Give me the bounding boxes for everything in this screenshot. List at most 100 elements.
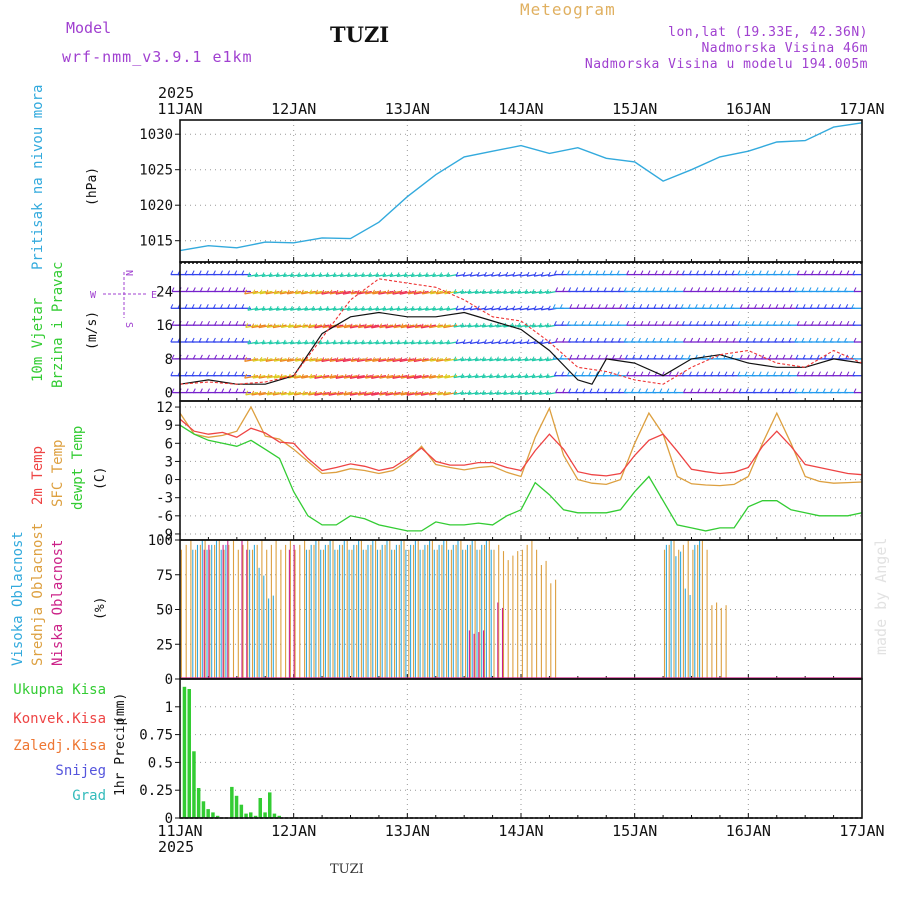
- wind-barb-flag: [322, 390, 326, 396]
- wind-barb-flag: [709, 304, 712, 309]
- wind-barb-flag: [346, 305, 350, 311]
- wind-barb: [265, 358, 280, 362]
- wind-barb: [538, 391, 550, 396]
- wind-barb: [432, 307, 444, 311]
- wind-barb-flag: [595, 320, 599, 326]
- wind-barb: [491, 307, 500, 311]
- wind-barb-flag: [356, 374, 360, 379]
- wind-barb-flag: [446, 305, 450, 311]
- wind-barb-flag: [545, 390, 549, 395]
- wind-barb-flag: [261, 305, 265, 311]
- wind-barb-flag: [356, 357, 360, 362]
- wind-barb-flag: [336, 390, 340, 396]
- wind-barb: [361, 273, 372, 278]
- wind-barb-flag: [268, 305, 272, 311]
- wind-barb-flag: [595, 270, 599, 275]
- wind-barb-flag: [372, 357, 375, 362]
- wind-barb-flag: [221, 388, 225, 393]
- wind-barb-flag: [400, 390, 404, 396]
- wind-barb-flag: [242, 287, 246, 292]
- wind-barb-flag: [839, 270, 843, 275]
- wind-barb-flag: [710, 270, 714, 275]
- wind-barb-flag: [562, 337, 566, 343]
- wind-barb-flag: [400, 323, 404, 328]
- ytick-label: 0: [165, 386, 173, 402]
- wind-barb-flag: [241, 371, 245, 376]
- wind-barb-flag: [604, 354, 608, 360]
- wind-barb-flag: [375, 305, 379, 311]
- wind-barb-flag: [738, 337, 742, 343]
- wind-barb-flag: [639, 304, 643, 309]
- wind-barb-flag: [724, 320, 728, 326]
- wind-barb-flag: [184, 337, 188, 343]
- wind-barb-flag: [774, 388, 778, 393]
- wind-barb-flag: [437, 373, 440, 379]
- wind-barb-flag: [545, 322, 549, 328]
- wind-barb: [489, 290, 500, 294]
- wind-barb-flag: [832, 270, 836, 275]
- wind-barb-flag: [666, 287, 670, 292]
- wind-barb-flag: [802, 304, 806, 309]
- bottom-tick-label: 11JAN: [157, 822, 202, 840]
- wind-barb-flag: [339, 305, 343, 311]
- ytick-label: 100: [148, 533, 173, 549]
- temp2m-label: 2m Temp: [30, 446, 46, 505]
- wind-barb-flag: [660, 304, 664, 309]
- sfc-temp-label: SFC Temp: [50, 440, 66, 507]
- wind-barb-flag: [184, 371, 188, 376]
- wind-barb-flag: [653, 304, 657, 309]
- wind-barb-flag: [758, 270, 762, 275]
- wind-barb-flag: [234, 337, 238, 343]
- wind-barb: [420, 324, 436, 329]
- wind-barb-flag: [595, 371, 599, 376]
- wind-barb-flag: [569, 354, 573, 360]
- wind-barb: [406, 391, 422, 396]
- wind-barb: [531, 391, 543, 396]
- wind-barb: [287, 290, 301, 295]
- wind-barb-flag: [844, 337, 847, 343]
- wind-barb-flag: [718, 287, 722, 292]
- wind-barb-flag: [524, 373, 528, 378]
- wind-barb-flag: [838, 354, 842, 360]
- wind-barb: [311, 341, 323, 345]
- wind-barb-flag: [171, 320, 175, 326]
- wind-barb: [268, 273, 280, 278]
- wind-barb: [524, 290, 536, 294]
- wind-barb-flag: [342, 289, 346, 295]
- wind-barb-flag: [836, 388, 840, 393]
- wind-barb-flag: [503, 289, 507, 294]
- wind-barb-flag: [460, 289, 464, 294]
- wind-barb-flag: [780, 371, 784, 376]
- wind-barb-flag: [552, 304, 556, 309]
- wind-barb-flag: [758, 371, 762, 376]
- wind-barb-flag: [293, 323, 297, 328]
- wind-barb-flag: [247, 272, 251, 277]
- wind-barb-flag: [690, 287, 694, 292]
- wind-barb-flag: [349, 323, 353, 329]
- wind-barb-flag: [661, 270, 665, 275]
- precip-bar: [215, 815, 220, 818]
- wind-barb-flag: [322, 373, 326, 379]
- wind-barb-flag: [212, 371, 216, 376]
- wind-barb-flag: [325, 272, 329, 277]
- wind-barb: [258, 391, 273, 396]
- wind-barb-flag: [403, 305, 407, 311]
- wind-barb-flag: [767, 287, 770, 292]
- wind-barb: [403, 341, 415, 345]
- wind-barb: [304, 307, 316, 311]
- wind-barb-flag: [207, 320, 210, 326]
- wind-barb-flag: [739, 354, 743, 360]
- wind-barb: [491, 341, 500, 345]
- wind-barb-flag: [746, 304, 750, 309]
- legend-hail: Grad: [72, 788, 106, 804]
- wind-barb-flag: [378, 357, 381, 362]
- wind-barb-flag: [235, 320, 239, 326]
- wind-barb: [411, 273, 422, 278]
- wind-barb-flag: [632, 304, 636, 309]
- wind-barb-flag: [496, 322, 499, 328]
- wind-barb-flag: [704, 337, 708, 343]
- wind-barb: [385, 391, 401, 396]
- wind-barb-flag: [566, 320, 570, 326]
- ytick-label: -3: [156, 491, 173, 507]
- wind-barb-flag: [424, 272, 428, 277]
